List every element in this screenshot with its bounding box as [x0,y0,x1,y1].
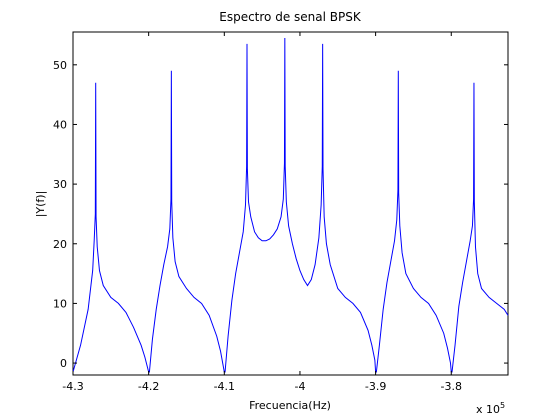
y-tick-label: 10 [53,297,67,310]
x-tick-label: -4 [294,380,305,393]
x-axis-ticks: -4.3 -4.2 -4.1 -4 -3.9 -3.8 [62,32,462,393]
x-axis-multiplier-base: x 10 [476,403,500,416]
x-tick-label: -3.9 [365,380,386,393]
axes-frame [72,31,509,376]
y-axis-ticks: 0 10 20 30 40 50 [53,59,508,370]
y-tick-label: 40 [53,118,67,131]
y-axis-label: |Y(f)| [34,191,47,218]
x-axis-multiplier: x 105 [476,401,505,416]
chart-title: Espectro de senal BPSK [219,10,362,24]
plot-area [72,31,509,376]
x-tick-label: -3.8 [441,380,462,393]
y-tick-label: 30 [53,178,67,191]
y-tick-label: 20 [53,238,67,251]
series-line [72,37,509,373]
x-axis-multiplier-exponent: 5 [500,401,505,410]
x-axis-label: Frecuencia(Hz) [249,399,331,412]
y-tick-label: 0 [60,357,67,370]
x-tick-label: -4.3 [62,380,83,393]
y-tick-label: 50 [53,59,67,72]
x-tick-label: -4.1 [214,380,235,393]
x-tick-label: -4.2 [138,380,159,393]
